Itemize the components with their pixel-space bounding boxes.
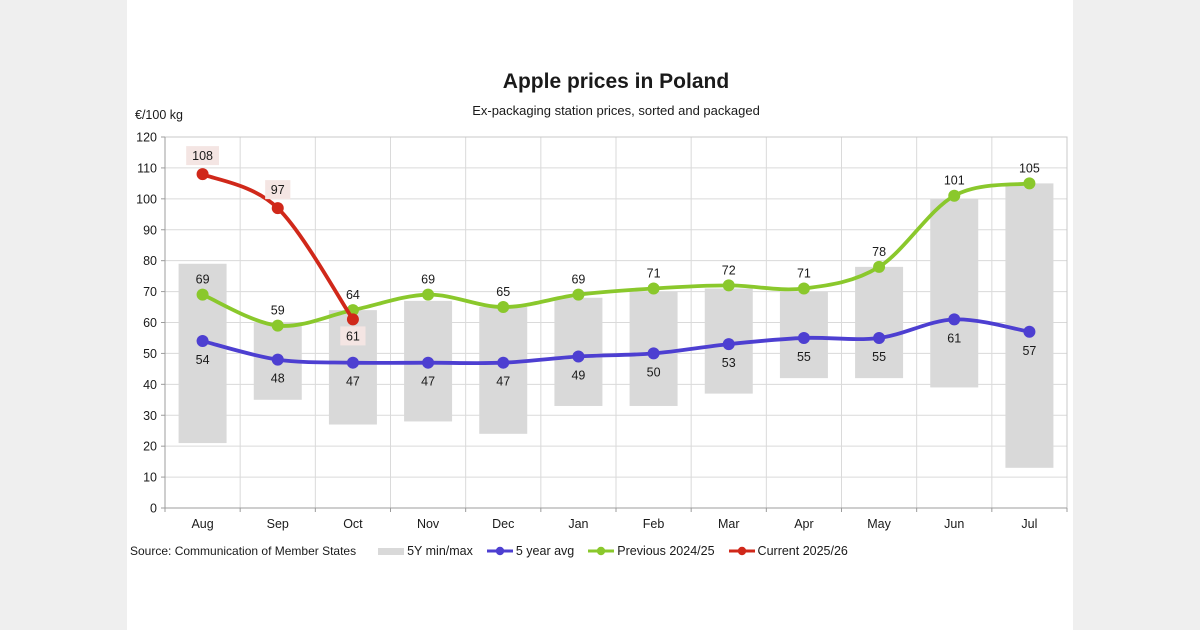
svg-text:108: 108	[192, 149, 213, 163]
svg-text:69: 69	[196, 273, 210, 287]
svg-text:Nov: Nov	[417, 517, 440, 531]
svg-text:Jun: Jun	[944, 517, 964, 531]
svg-text:100: 100	[136, 192, 157, 206]
legend-item-current-2025-26: Current 2025/26	[728, 544, 848, 558]
svg-text:53: 53	[722, 356, 736, 370]
svg-text:0: 0	[150, 502, 157, 516]
svg-text:64: 64	[346, 288, 360, 302]
svg-text:97: 97	[271, 183, 285, 197]
svg-text:65: 65	[496, 285, 510, 299]
svg-text:Oct: Oct	[343, 517, 363, 531]
svg-text:May: May	[867, 517, 891, 531]
legend-label: Previous 2024/25	[617, 544, 715, 558]
svg-text:57: 57	[1022, 344, 1036, 358]
svg-text:55: 55	[797, 350, 811, 364]
series-5-year-avg	[196, 313, 1036, 369]
line-marker-icon	[588, 546, 615, 556]
axes: 0 10 20 30 40 50 60 70 80 90 100 110 120 Aug Sep Oct Nov…	[136, 131, 1068, 531]
series-current-2025-26	[196, 168, 359, 326]
line-marker-icon	[728, 546, 755, 556]
svg-text:55: 55	[872, 350, 886, 364]
y-axis-unit-label: €/100 kg	[135, 108, 183, 122]
svg-text:110: 110	[137, 161, 157, 175]
svg-text:50: 50	[143, 347, 157, 361]
svg-text:Aug: Aug	[191, 517, 213, 531]
svg-text:20: 20	[143, 440, 157, 454]
chart-card: Apple prices in Poland Ex-packaging stat…	[127, 0, 1073, 630]
svg-text:80: 80	[143, 254, 157, 268]
svg-text:Feb: Feb	[643, 517, 665, 531]
svg-text:49: 49	[571, 369, 585, 383]
svg-text:90: 90	[143, 223, 157, 237]
svg-text:61: 61	[947, 331, 961, 345]
svg-text:69: 69	[571, 273, 585, 287]
svg-text:78: 78	[872, 245, 886, 259]
svg-text:59: 59	[271, 304, 285, 318]
svg-text:47: 47	[496, 375, 510, 389]
legend-label: 5 year avg	[515, 544, 575, 558]
svg-text:61: 61	[346, 329, 360, 343]
bar-swatch-icon	[378, 548, 405, 555]
svg-text:105: 105	[1019, 161, 1040, 175]
svg-text:10: 10	[143, 471, 157, 485]
value-labels: 54 48 47 47 47 49 50 53 55 55 61 57 69 59 64 69 65 69 71 72…	[186, 146, 1040, 389]
svg-text:60: 60	[143, 316, 157, 330]
svg-text:40: 40	[143, 378, 157, 392]
chart-subtitle: Ex-packaging station prices, sorted and …	[472, 103, 760, 118]
legend-item-previous-2024-25: Previous 2024/25	[588, 544, 715, 558]
svg-text:71: 71	[797, 266, 811, 280]
chart-footer: Source: Communication of Member States 5…	[130, 542, 1070, 560]
legend-item-5y-min-max: 5Y min/max	[378, 544, 473, 558]
svg-text:120: 120	[136, 131, 157, 145]
svg-text:30: 30	[143, 409, 157, 423]
svg-text:Mar: Mar	[718, 517, 740, 531]
svg-text:72: 72	[722, 263, 736, 277]
svg-text:47: 47	[346, 375, 360, 389]
legend-label: 5Y min/max	[407, 544, 473, 558]
svg-text:Apr: Apr	[794, 517, 813, 531]
svg-text:54: 54	[196, 353, 210, 367]
svg-text:70: 70	[143, 285, 157, 299]
svg-text:48: 48	[271, 372, 285, 386]
svg-text:Jul: Jul	[1021, 517, 1037, 531]
svg-text:71: 71	[647, 266, 661, 280]
chart-plot: 0 10 20 30 40 50 60 70 80 90 100 110 120 Aug Sep Oct Nov…	[136, 131, 1068, 531]
svg-text:47: 47	[421, 375, 435, 389]
legend: 5Y min/max 5 year avg Previous 2024/25 Curr…	[378, 544, 848, 558]
svg-text:50: 50	[647, 365, 661, 379]
svg-text:Dec: Dec	[492, 517, 514, 531]
svg-text:69: 69	[421, 273, 435, 287]
legend-label: Current 2025/26	[757, 544, 848, 558]
source-text: Source: Communication of Member States	[130, 544, 357, 558]
svg-text:Jan: Jan	[568, 517, 588, 531]
chart-title: Apple prices in Poland	[502, 70, 730, 93]
svg-text:101: 101	[944, 174, 965, 188]
legend-item-5-year-avg: 5 year avg	[486, 544, 575, 558]
svg-text:Sep: Sep	[267, 517, 289, 531]
line-marker-icon	[486, 546, 513, 556]
